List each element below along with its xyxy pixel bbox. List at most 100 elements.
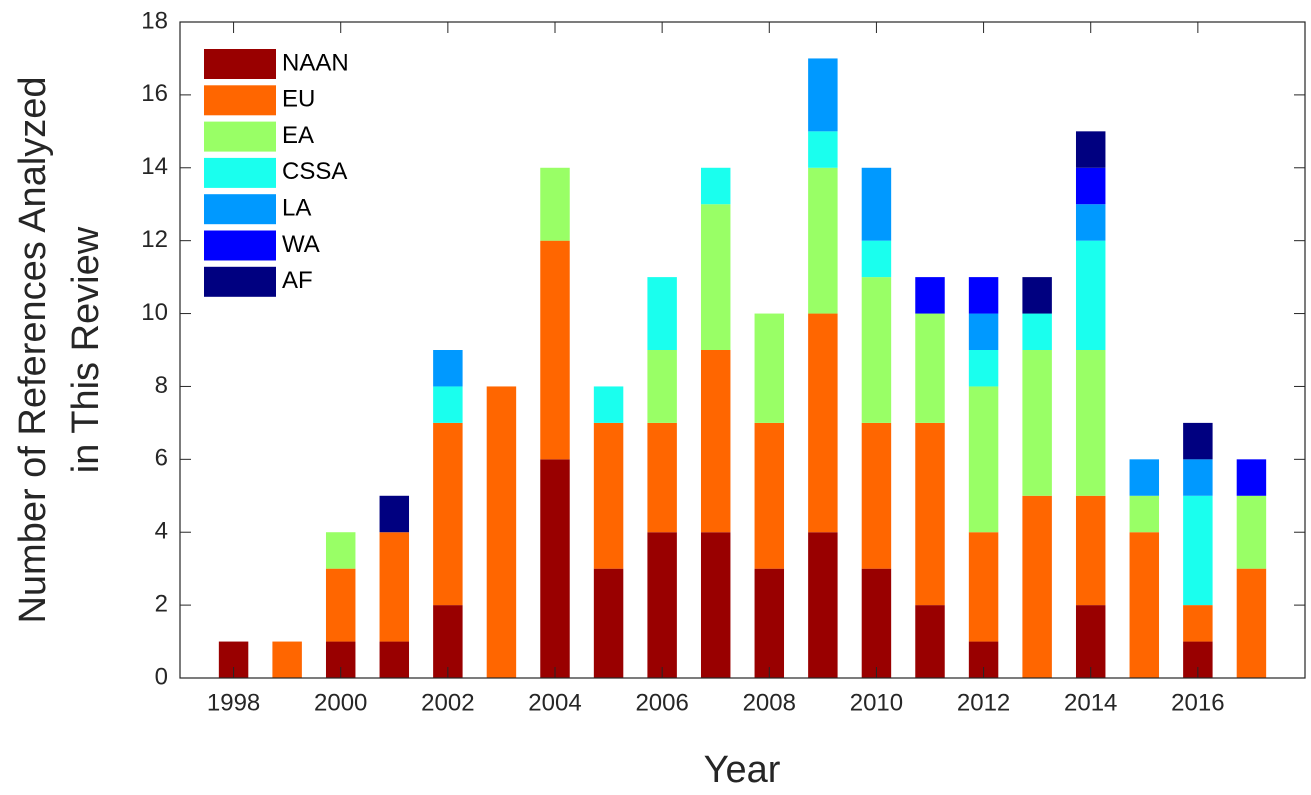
bar-segment: [379, 641, 410, 678]
bar-segment: [1236, 495, 1267, 569]
y-tick-label: 2: [155, 590, 168, 617]
bar-segment: [540, 459, 570, 678]
bar-segment: [1022, 313, 1052, 350]
legend-swatch: [204, 266, 276, 297]
x-tick-label: 2000: [314, 689, 367, 716]
bar-segment: [968, 277, 999, 314]
bar-segment: [915, 422, 945, 606]
bar-segment: [379, 495, 410, 533]
bar-segment: [754, 568, 785, 678]
bar-segment: [754, 313, 785, 423]
bar-segment: [1183, 422, 1213, 460]
bar-segment: [1075, 204, 1106, 241]
bar-segment: [1183, 459, 1213, 496]
bar-segment: [1129, 459, 1160, 496]
bar-segment: [593, 386, 624, 423]
bar-segment: [593, 568, 624, 678]
bar-segment: [1183, 495, 1213, 606]
x-tick-label: 2002: [421, 689, 474, 716]
bar-segment: [272, 641, 302, 678]
x-tick-label: 1998: [207, 689, 260, 716]
bar-segment: [861, 422, 892, 569]
bar-segment: [915, 277, 945, 314]
bar-segment: [968, 386, 999, 533]
legend-swatch: [204, 230, 276, 261]
bar-segment: [968, 532, 999, 642]
bar-segment: [325, 532, 356, 569]
bar-segment: [700, 532, 731, 678]
bar-segment: [808, 313, 838, 533]
bar-segment: [486, 386, 517, 678]
bar-segment: [325, 568, 356, 642]
bar-segment: [700, 167, 731, 205]
bar-segment: [1129, 532, 1160, 678]
legend-label: NAAN: [282, 49, 349, 76]
y-axis-label: in This Review: [65, 226, 107, 473]
y-tick-label: 8: [155, 372, 168, 399]
bar-segment: [540, 240, 570, 460]
bar-segment: [433, 605, 463, 678]
legend-label: WA: [282, 231, 320, 258]
bar-segment: [1236, 459, 1267, 496]
bar-segment: [754, 422, 785, 569]
bar-segment: [861, 568, 892, 678]
x-tick-label: 2016: [1171, 689, 1224, 716]
bar-segment: [540, 167, 570, 241]
bar-segment: [1075, 495, 1106, 606]
x-tick-label: 2008: [743, 689, 796, 716]
bar-segment: [700, 350, 731, 533]
bar-segment: [1075, 605, 1106, 678]
legend-label: LA: [282, 195, 311, 222]
bar-segment: [433, 386, 463, 423]
legend-label: EA: [282, 122, 314, 149]
bar-segment: [808, 58, 838, 132]
y-tick-label: 10: [141, 299, 168, 326]
y-tick-label: 0: [155, 663, 168, 690]
y-tick-label: 4: [155, 518, 168, 545]
bar-segment: [1183, 605, 1213, 642]
bar-segment: [1022, 277, 1052, 314]
bar-segment: [700, 204, 731, 350]
y-tick-label: 6: [155, 445, 168, 472]
y-tick-label: 16: [141, 80, 168, 107]
bar-segment: [808, 167, 838, 314]
bar-segment: [1022, 350, 1052, 496]
bar-segment: [1236, 568, 1267, 678]
bar-segment: [861, 277, 892, 423]
x-tick-label: 2012: [957, 689, 1010, 716]
bar-segment: [808, 532, 838, 678]
legend-label: CSSA: [282, 158, 347, 185]
legend-swatch: [204, 121, 276, 152]
legend-label: AF: [282, 267, 313, 294]
x-tick-label: 2014: [1064, 689, 1117, 716]
bar-segment: [647, 350, 677, 423]
bar-segment: [808, 131, 838, 168]
legend-swatch: [204, 85, 276, 116]
x-tick-label: 2004: [528, 689, 581, 716]
x-tick-label: 2010: [850, 689, 903, 716]
bar-segment: [593, 422, 624, 569]
bar-segment: [861, 240, 892, 278]
x-tick-label: 2006: [635, 689, 688, 716]
legend-label: EU: [282, 86, 315, 113]
bar-segment: [1075, 167, 1106, 205]
bar-segment: [915, 313, 945, 423]
legend-swatch: [204, 194, 276, 225]
bar-segment: [1022, 495, 1052, 678]
bar-segment: [1075, 131, 1106, 168]
bar-segment: [647, 532, 677, 678]
bar-segment: [968, 313, 999, 350]
bar-segment: [433, 350, 463, 387]
y-tick-label: 18: [141, 7, 168, 34]
bar-segment: [968, 350, 999, 387]
bar-segment: [1129, 495, 1160, 533]
plot-frame: [179, 21, 1306, 679]
bar-segment: [433, 422, 463, 606]
x-axis-label: Year: [704, 749, 781, 791]
bar-segment: [647, 277, 677, 350]
legend-swatch: [204, 157, 276, 188]
bar-segment: [915, 605, 945, 678]
y-tick-label: 14: [141, 153, 168, 180]
